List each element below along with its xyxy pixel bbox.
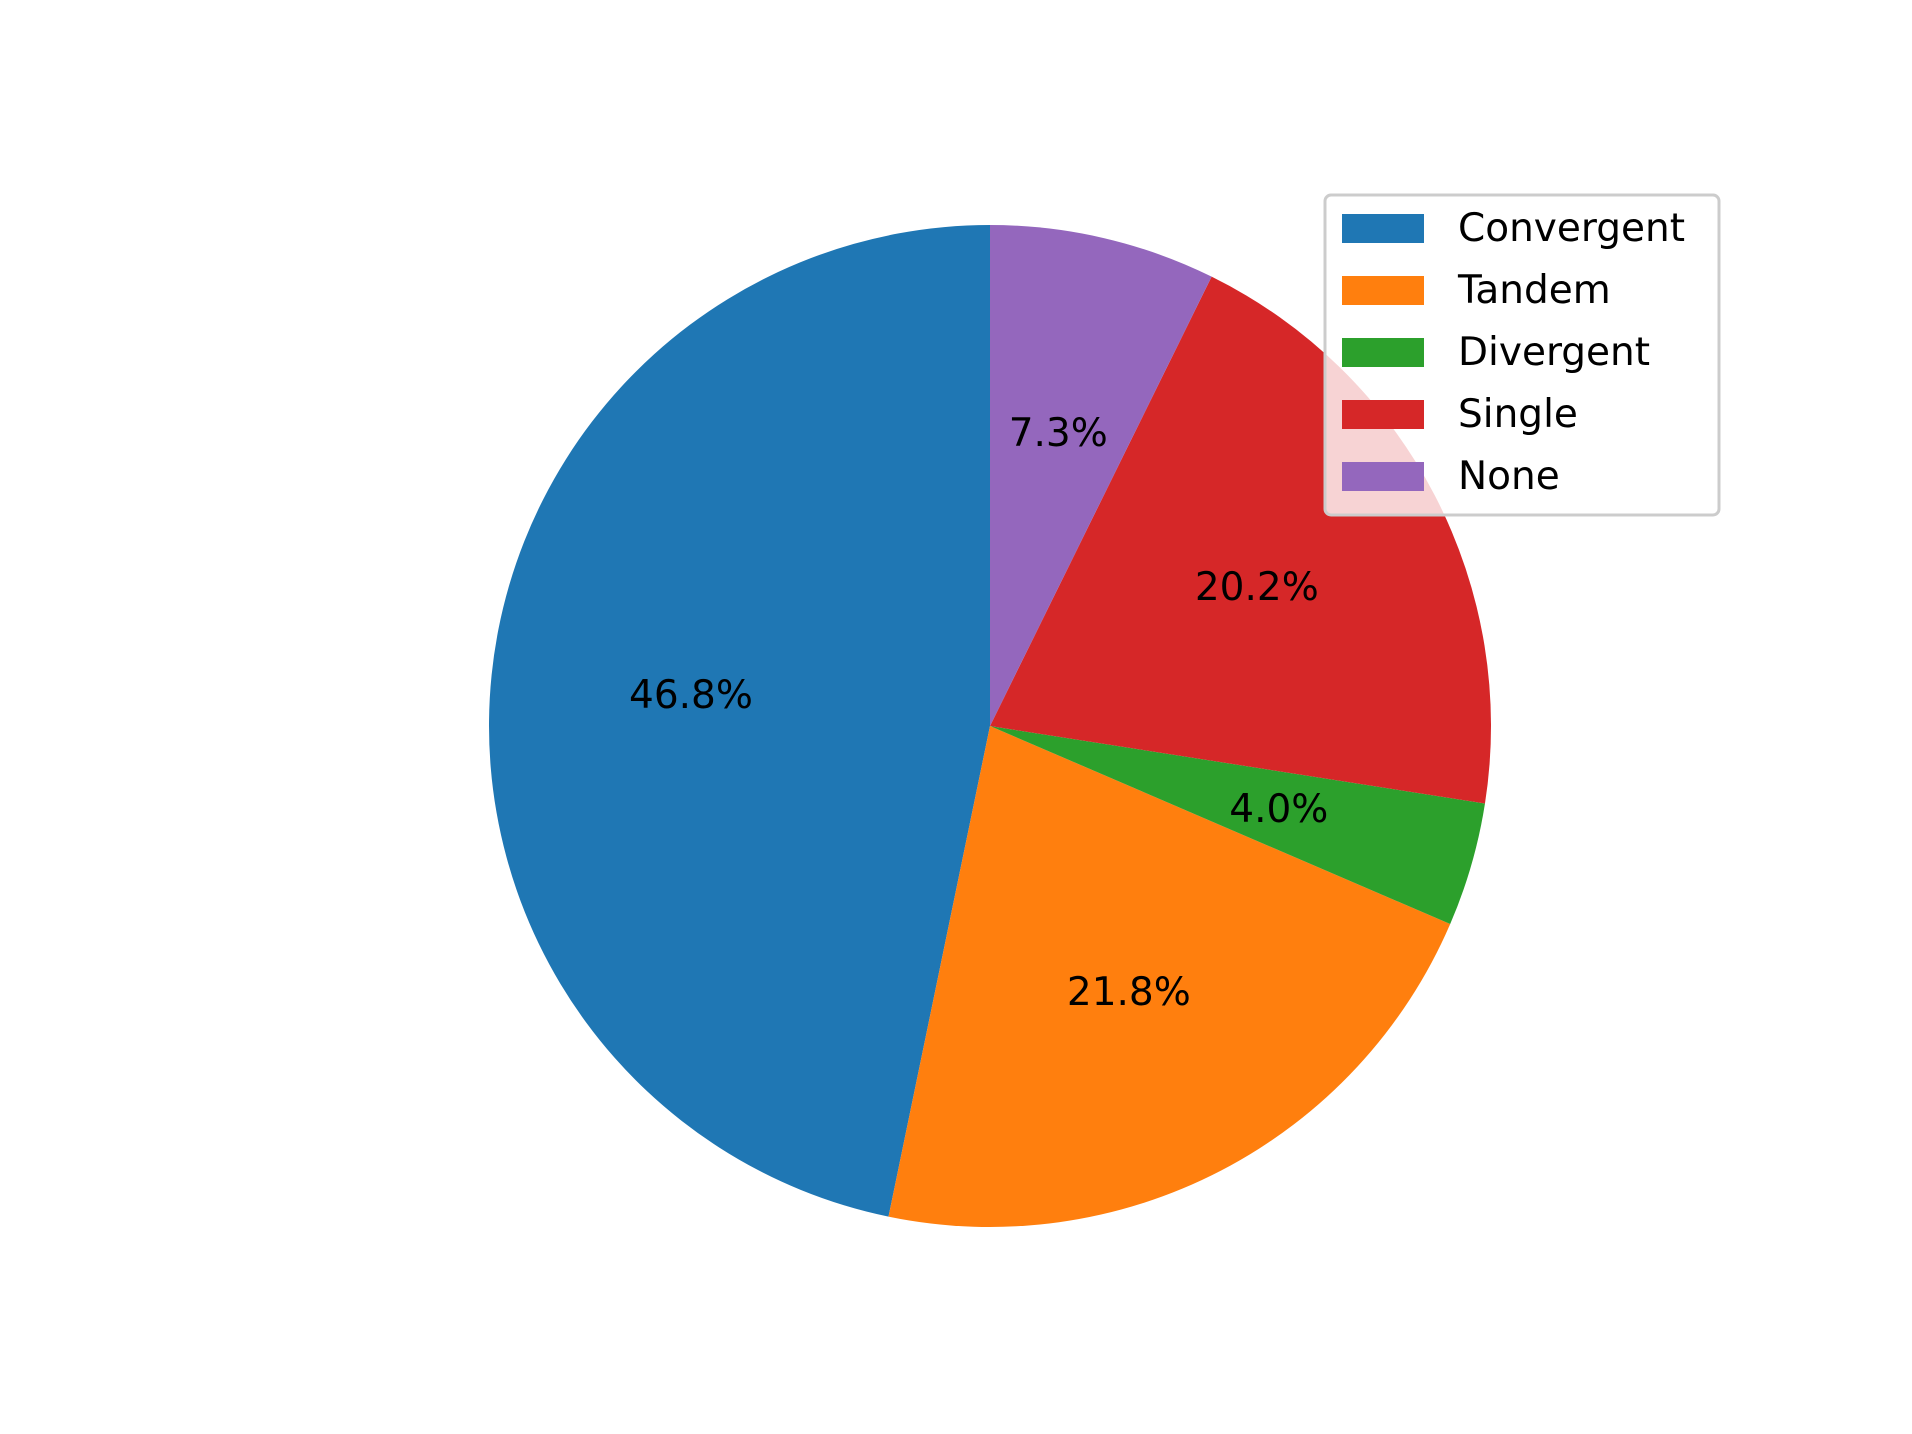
pie-percent-label-single: 20.2% (1195, 565, 1319, 610)
pie-percent-label-convergent: 46.8% (629, 673, 753, 718)
pie-percent-label-tandem: 21.8% (1067, 970, 1191, 1015)
pie-percent-labels: 46.8% 21.8% 4.0% 20.2% 7.3% (629, 411, 1328, 1015)
legend-label-divergent: Divergent (1458, 330, 1650, 375)
legend-label-convergent: Convergent (1458, 206, 1685, 251)
pie-percent-label-none: 7.3% (1009, 411, 1108, 456)
legend-swatch-none (1342, 462, 1424, 491)
legend-swatch-tandem (1342, 276, 1424, 305)
legend-swatch-single (1342, 400, 1424, 429)
legend-label-tandem: Tandem (1457, 268, 1611, 313)
legend-swatch-convergent (1342, 214, 1424, 243)
legend-entries: Convergent Tandem Divergent Single None (1342, 206, 1685, 499)
pie-percent-label-divergent: 4.0% (1229, 787, 1328, 832)
legend-label-single: Single (1458, 392, 1578, 437)
legend-swatch-divergent (1342, 338, 1424, 367)
pie-slice-divergent (990, 726, 1485, 925)
pie-slice-none (990, 225, 1212, 726)
pie-slice-tandem (888, 726, 1451, 1227)
legend-frame (1323, 193, 1721, 517)
legend: Convergent Tandem Divergent Single None (1323, 193, 1721, 517)
legend-label-none: None (1458, 454, 1560, 499)
pie-slice-convergent (489, 225, 990, 1217)
